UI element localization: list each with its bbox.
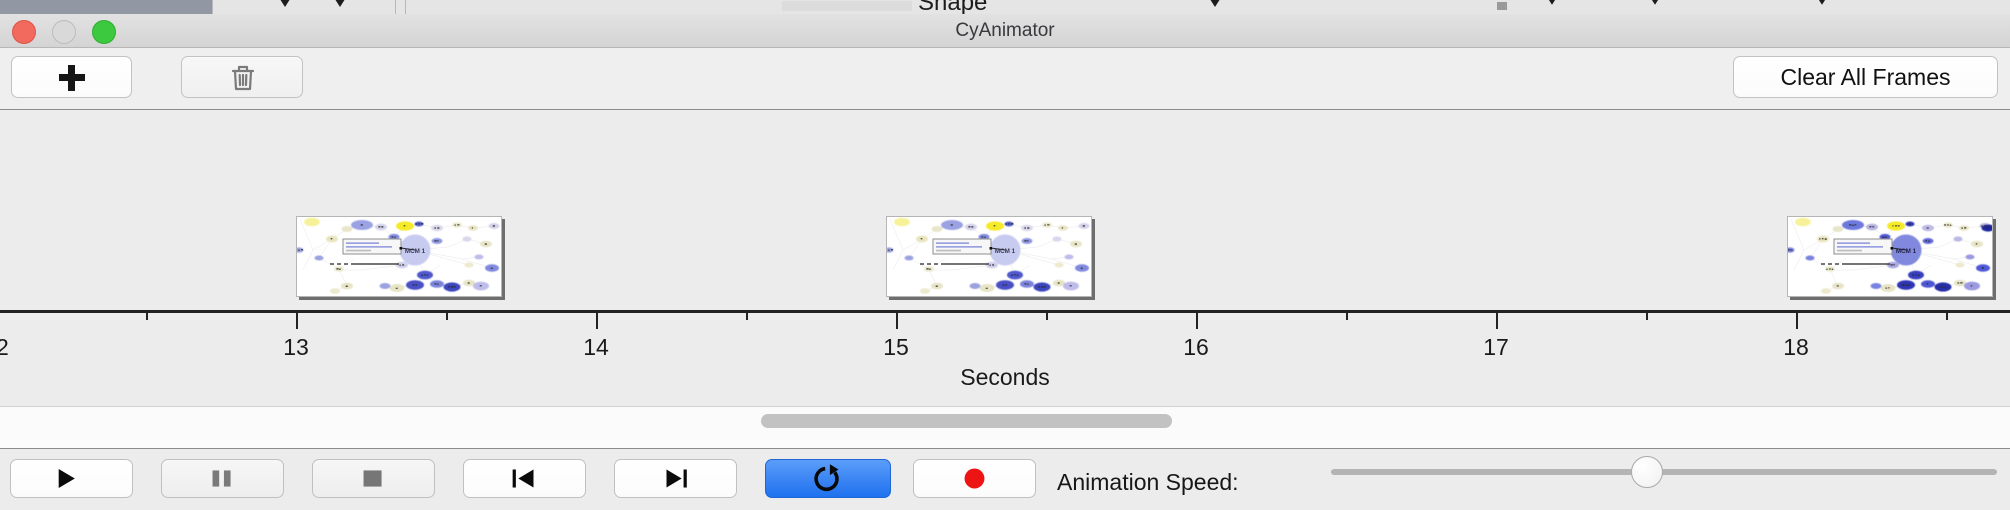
svg-text:MCM 1: MCM 1 (995, 248, 1016, 255)
svg-text:MCM 1: MCM 1 (1896, 248, 1917, 255)
svg-text:MCM 1: MCM 1 (405, 248, 426, 255)
